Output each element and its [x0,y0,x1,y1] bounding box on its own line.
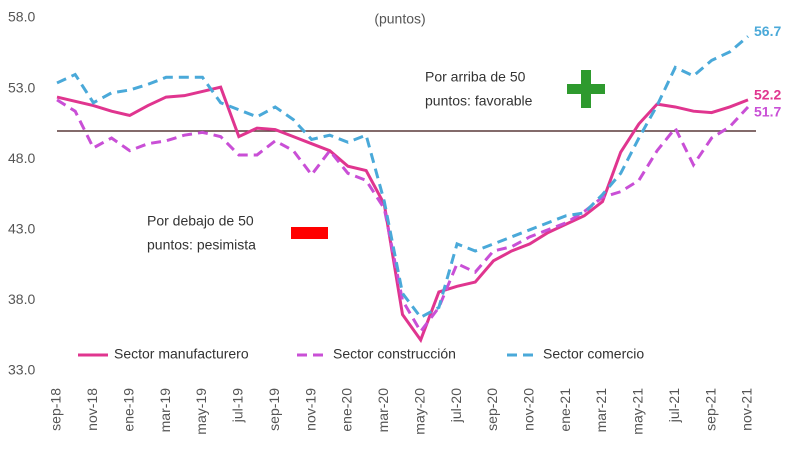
x-tick-label: jul-20 [448,388,464,423]
x-tick-label: may-20 [411,388,427,435]
x-tick-label: jul-21 [666,388,682,423]
legend-label: Sector construcción [333,346,456,362]
plus-icon [567,70,605,108]
x-tick-label: nov-21 [739,388,755,431]
series-line [56,35,749,320]
annotation-line: Por debajo de 50 [147,213,254,229]
end-value-label: 52.2 [754,87,781,103]
x-tick-label: may-21 [630,388,646,435]
annotation-line: puntos: favorable [425,93,533,109]
x-tick-label: mar-21 [593,388,609,433]
x-tick-label: jul-19 [230,388,246,423]
x-tick-label: sep-21 [702,388,718,431]
x-tick-label: mar-20 [375,388,391,433]
x-tick-label: mar-19 [157,388,173,433]
y-tick-label: 43.0 [8,221,35,237]
x-tick-label: ene-19 [120,388,136,432]
x-tick-label: nov-20 [520,388,536,431]
x-tick-label: ene-20 [339,388,355,432]
x-tick-label: sep-18 [48,388,64,431]
end-value-label: 51.7 [754,104,781,120]
y-tick-label: 33.0 [8,362,35,378]
x-tick-label: nov-18 [84,388,100,431]
annotation-line: puntos: pesimista [147,237,256,253]
legend-label: Sector comercio [543,346,644,362]
series-line [56,98,750,335]
x-tick-label: nov-19 [302,388,318,431]
minus-icon [291,227,328,239]
x-tick-label: sep-19 [266,388,282,431]
x-tick-label: may-19 [193,388,209,435]
x-tick-label: sep-20 [484,388,500,431]
x-tick-label: ene-21 [557,388,573,432]
chart-title: (puntos) [374,11,425,27]
legend-label: Sector manufacturero [114,346,249,362]
y-tick-label: 38.0 [8,291,35,307]
y-tick-label: 58.0 [8,9,35,25]
series-line [56,85,749,344]
end-value-label: 56.7 [754,23,781,39]
y-tick-label: 53.0 [8,79,35,95]
annotation-line: Por arriba de 50 [425,69,526,85]
y-tick-label: 48.0 [8,150,35,166]
